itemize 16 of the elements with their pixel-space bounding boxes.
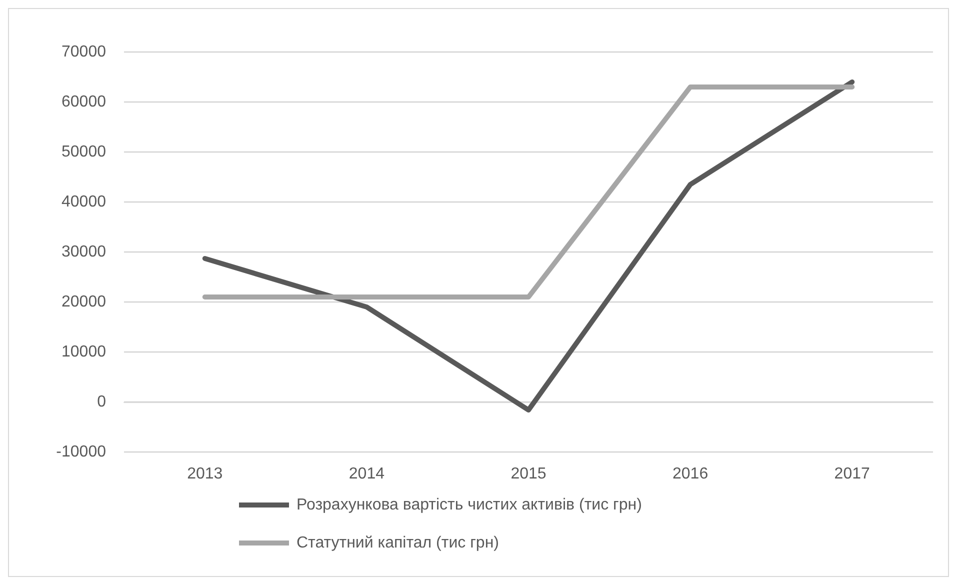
x-tick-label: 2016 xyxy=(672,466,708,482)
y-tick-label: 40000 xyxy=(62,194,106,210)
y-tick-label: 30000 xyxy=(62,244,106,260)
legend-label: Розрахункова вартість чистих активів (тис грн) xyxy=(296,496,642,514)
y-tick-label: 20000 xyxy=(62,294,106,310)
y-tick-label: 60000 xyxy=(62,94,106,110)
x-tick-label: 2017 xyxy=(834,466,870,482)
legend-label: Статутний капітал (тис грн) xyxy=(296,534,499,552)
x-tick-label: 2015 xyxy=(510,466,546,482)
y-tick-label: 70000 xyxy=(62,44,106,60)
y-tick-label: 10000 xyxy=(62,344,106,360)
y-tick-label: 50000 xyxy=(62,144,106,160)
x-tick-label: 2013 xyxy=(187,466,223,482)
y-tick-label: 0 xyxy=(97,394,106,410)
y-tick-label: -10000 xyxy=(56,444,106,460)
x-tick-label: 2014 xyxy=(348,466,385,482)
